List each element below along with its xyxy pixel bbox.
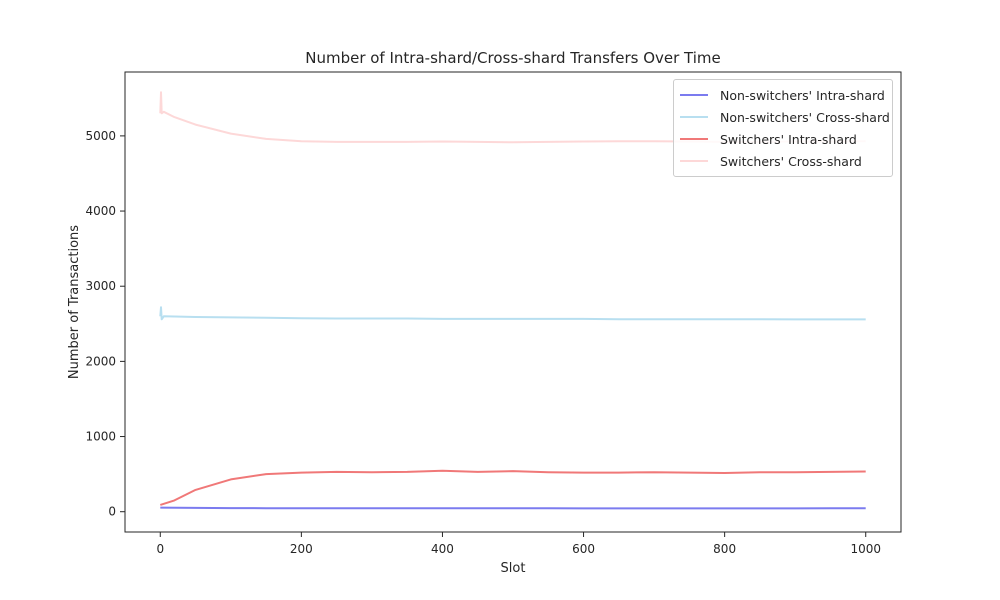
- chart-title: Number of Intra-shard/Cross-shard Transf…: [305, 49, 721, 67]
- legend: Non-switchers' Intra-shard Non-switchers…: [673, 79, 893, 177]
- y-tick-label: 0: [108, 505, 116, 519]
- legend-label: Non-switchers' Cross-shard: [720, 109, 890, 125]
- y-tick-label: 1000: [85, 430, 116, 444]
- x-axis-label: Slot: [500, 561, 526, 576]
- y-tick-label: 5000: [85, 129, 116, 143]
- legend-item: Switchers' Intra-shard: [674, 128, 892, 150]
- legend-swatch: [680, 94, 708, 96]
- x-ticks: 0 200 400 600 800 1000: [156, 532, 881, 556]
- x-tick-label: 1000: [850, 542, 881, 556]
- y-tick-label: 3000: [85, 279, 116, 293]
- legend-item: Non-switchers' Intra-shard: [674, 84, 892, 106]
- plot-frame: [124, 71, 902, 533]
- legend-label: Switchers' Intra-shard: [720, 131, 857, 147]
- legend-swatch: [680, 138, 708, 140]
- y-ticks: 0 1000 2000 3000 4000 5000: [85, 129, 125, 519]
- x-tick-label: 0: [156, 542, 164, 556]
- legend-label: Switchers' Cross-shard: [720, 153, 862, 169]
- legend-swatch: [680, 160, 708, 162]
- x-tick-label: 600: [572, 542, 595, 556]
- series-line: [159, 306, 866, 321]
- series-line: [159, 469, 866, 506]
- x-tick-label: 800: [713, 542, 736, 556]
- legend-label: Non-switchers' Intra-shard: [720, 87, 885, 103]
- legend-item: Non-switchers' Cross-shard: [674, 106, 892, 128]
- x-tick-label: 200: [290, 542, 313, 556]
- y-axis-label: Number of Transactions: [67, 224, 82, 380]
- series-line: [160, 506, 866, 510]
- y-tick-label: 4000: [85, 204, 116, 218]
- y-tick-label: 2000: [85, 354, 116, 368]
- legend-item: Switchers' Cross-shard: [674, 150, 892, 172]
- x-tick-label: 400: [431, 542, 454, 556]
- legend-swatch: [680, 116, 708, 118]
